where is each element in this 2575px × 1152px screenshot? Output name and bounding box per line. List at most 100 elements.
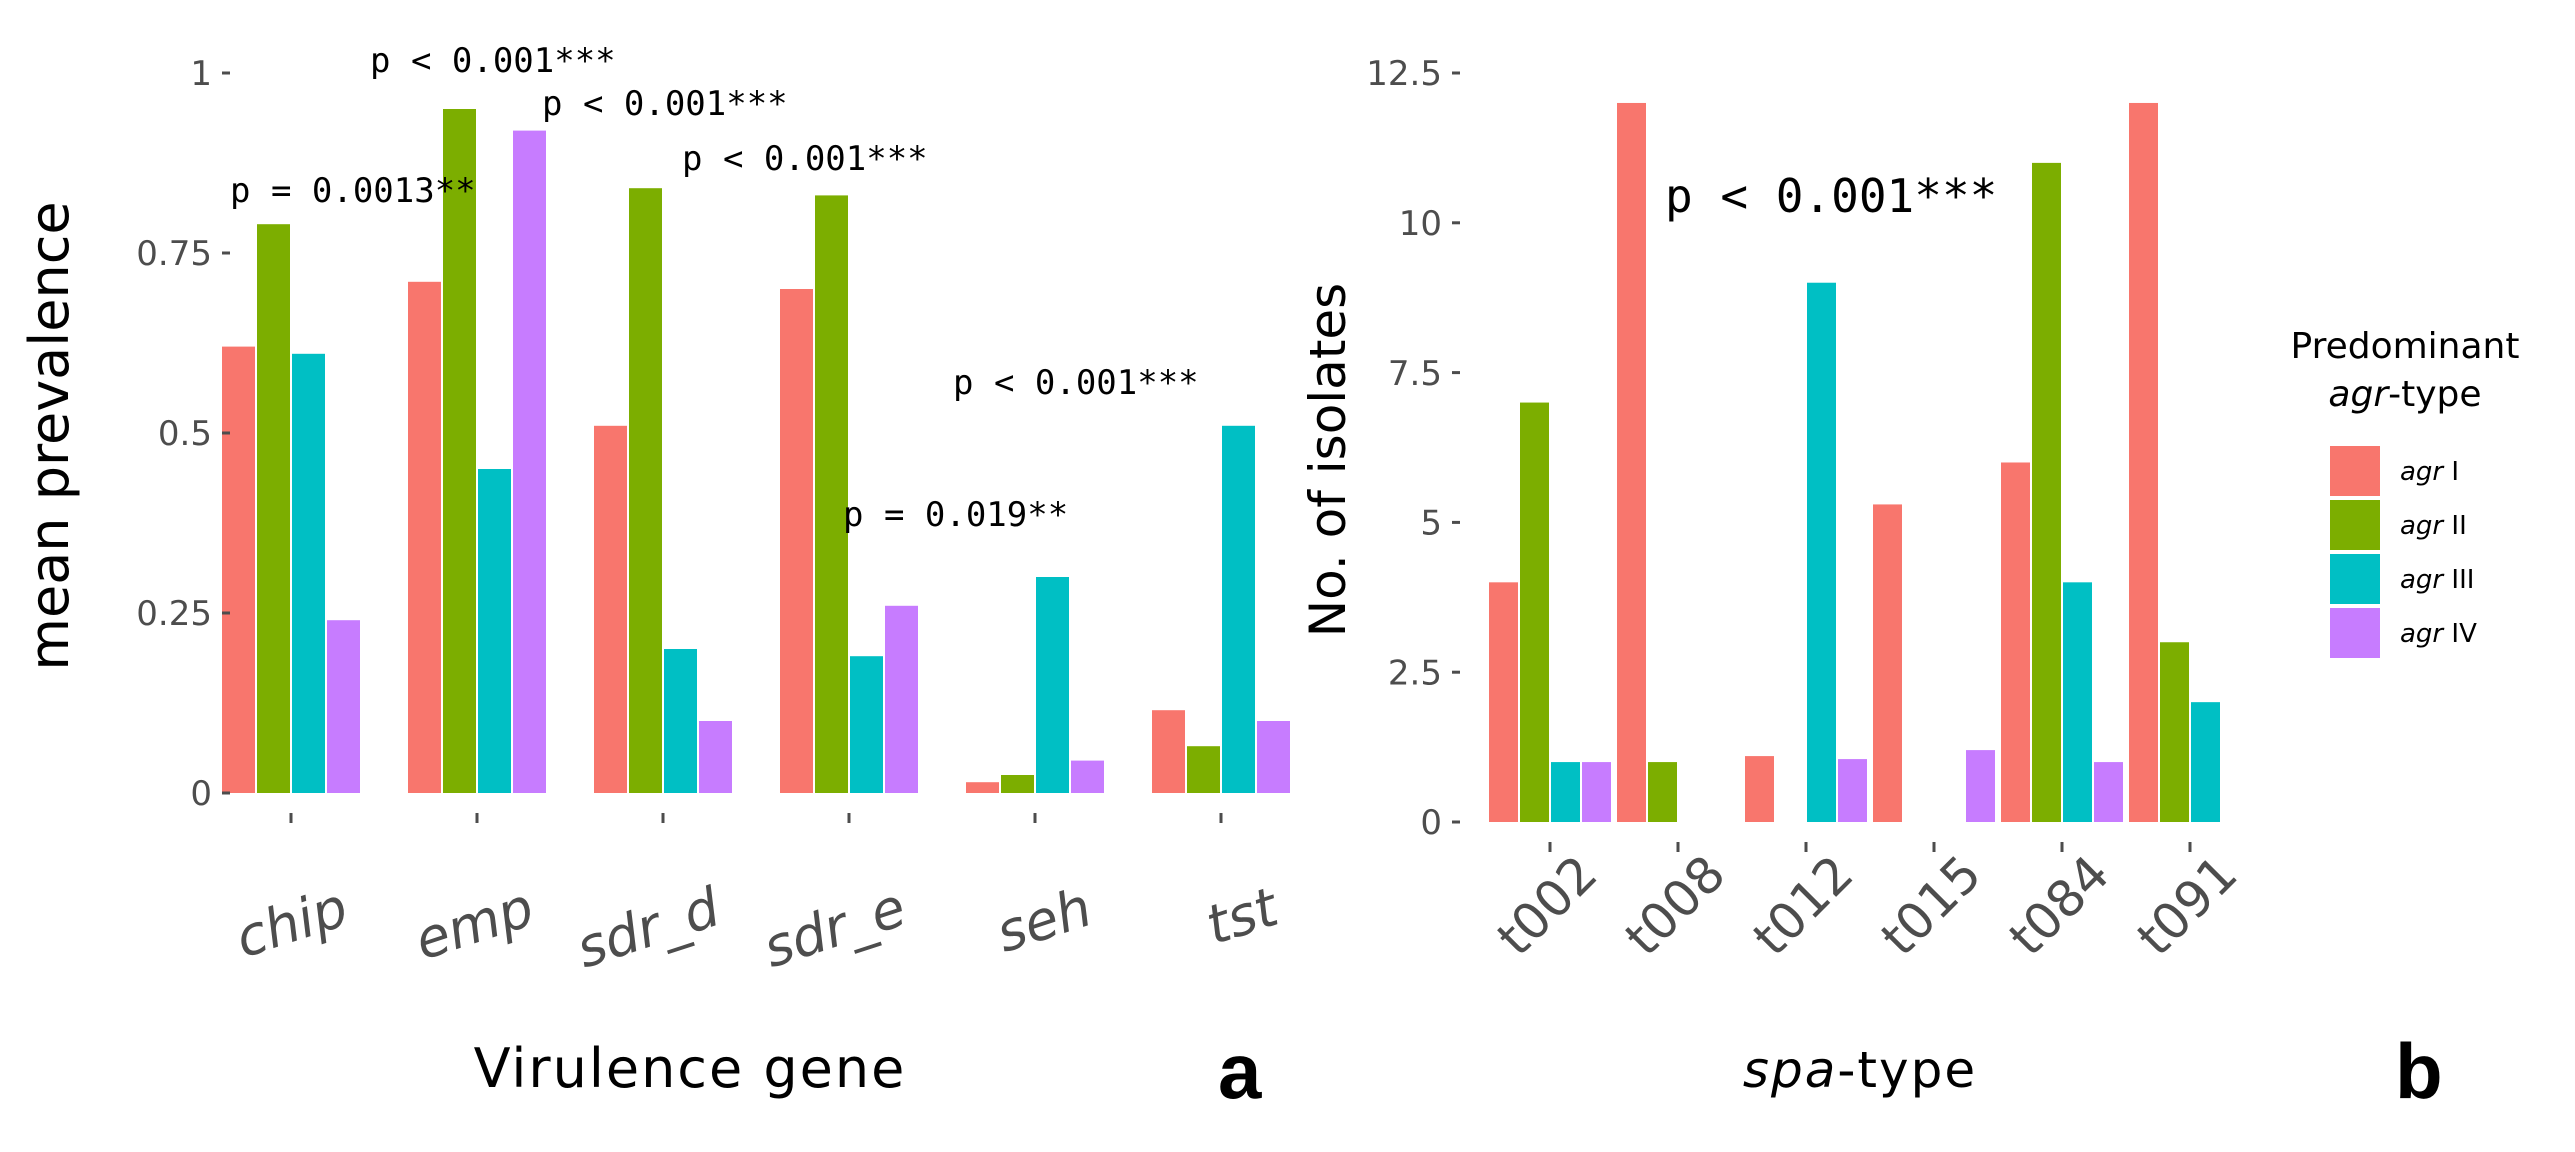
panel-a-bar-tst-agr-IV <box>1257 721 1290 793</box>
panel-a-x-tick-label: sdr_e <box>756 875 913 980</box>
panel-a-bar-seh-agr-II <box>1001 775 1034 793</box>
panel-a-x-title: Virulence gene <box>474 1037 907 1100</box>
panel-b-y-tick-label: 7.5 <box>1388 354 1442 394</box>
panel-a-x-axis: chip emp sdr_d sdr_e seh tst <box>228 813 1287 980</box>
legend-label-III: agr III <box>2400 565 2474 595</box>
panel-b-bar-t084-agr-I <box>2001 462 2030 822</box>
panel-b-x-tick-label: t015 <box>1870 844 1992 966</box>
panel-b-bar-t084-agr-IV <box>2094 762 2123 822</box>
panel-a-bar-sdr_e-agr-I <box>780 289 813 793</box>
panel-a-y-tick-label: 0.25 <box>136 594 212 634</box>
panel-a-bar-chip-agr-II <box>257 224 290 793</box>
panel-b-bar-t002-agr-IV <box>1582 762 1611 822</box>
legend-title-italic: agr <box>2328 374 2390 415</box>
panel-a-bar-tst-agr-I <box>1152 710 1185 793</box>
panel-b-x-title: spa-type <box>1743 1041 1977 1099</box>
panel-a-x-tick-label: seh <box>989 875 1099 964</box>
panel-a-y-tick-label: 0 <box>190 774 212 814</box>
panel-a-x-tick-label: emp <box>407 875 541 972</box>
panel-b-x-tick-label: t012 <box>1742 844 1864 966</box>
panel-a-bar-sdr_e-agr-III <box>850 656 883 793</box>
panel-a-bar-tst-agr-II <box>1187 746 1220 793</box>
panel-a-bar-seh-agr-III <box>1036 577 1069 793</box>
panel-b-bar-t091-agr-I <box>2129 102 2158 822</box>
panel-b-letter: b <box>2395 1027 2443 1115</box>
panel-a-annotation-seh: p = 0.019** <box>843 495 1068 535</box>
panel-b-bar-t002-agr-III <box>1551 762 1580 822</box>
panel-b-annotation: p < 0.001*** <box>1665 169 1997 223</box>
panel-a-bar-emp-agr-IV <box>513 130 546 794</box>
panel-a-y-tick-label: 0.75 <box>136 234 212 274</box>
panel-b-bar-t008-agr-I <box>1617 102 1646 822</box>
panel-a-y-title: mean prevalence <box>18 201 81 670</box>
panel-b-bars <box>1489 102 2220 823</box>
panel-b-bar-t012-agr-I <box>1745 756 1774 822</box>
panel-b-y-tick-label: 5 <box>1420 504 1442 544</box>
panel-a-bar-seh-agr-IV <box>1071 760 1104 793</box>
panel-b-bar-t084-agr-III <box>2063 582 2092 822</box>
panel-a-bar-sdr_d-agr-I <box>594 425 627 793</box>
panel-a-annotations: p = 0.0013**p < 0.001***p < 0.001***p < … <box>230 41 1199 535</box>
legend-label-II: agr II <box>2400 511 2467 541</box>
panel-b-y-axis: 0 2.5 5 7.5 10 12.5 <box>1366 54 1460 843</box>
panel-a-bar-chip-agr-III <box>292 353 325 793</box>
panel-b-x-tick-label: t008 <box>1614 844 1736 966</box>
legend-items: agr I agr II agr III agr IV <box>2330 446 2477 658</box>
legend-swatch-I <box>2330 446 2380 496</box>
panel-a-bar-sdr_e-agr-II <box>815 195 848 793</box>
panel-a-annotation-tst: p < 0.001*** <box>953 363 1199 403</box>
panel-b-y-tick-label: 2.5 <box>1388 653 1442 693</box>
panel-a-annotation-emp: p < 0.001*** <box>370 41 616 81</box>
legend-swatch-IV <box>2330 608 2380 658</box>
panel-a-bar-tst-agr-III <box>1222 425 1255 793</box>
panel-b-x-axis: t002 t008 t012 t015 t084 t091 <box>1486 842 2248 967</box>
panel-b-bar-t012-agr-IV <box>1838 759 1867 822</box>
panel-a-bar-seh-agr-I <box>966 782 999 793</box>
legend-swatch-III <box>2330 554 2380 604</box>
panel-b-bar-t008-agr-II <box>1648 762 1677 822</box>
panel-a-annotation-sdr_e: p < 0.001*** <box>682 139 928 179</box>
panel-a-x-tick-label: chip <box>228 875 355 970</box>
panel-a-bars <box>222 109 1290 794</box>
legend-label-I: agr I <box>2400 457 2459 487</box>
legend-title-rest: -type <box>2388 374 2481 415</box>
panel-a-bar-emp-agr-II <box>443 109 476 793</box>
panel-a-y-axis: 0 0.25 0.5 0.75 1 <box>136 54 230 814</box>
panel-a-bar-sdr_d-agr-II <box>629 188 662 793</box>
legend-label-IV: agr IV <box>2400 619 2477 649</box>
panel-a-bar-chip-agr-I <box>222 346 255 793</box>
panel-a-annotation-chip: p = 0.0013** <box>230 171 476 211</box>
panel-b-x-tick-label: t084 <box>1998 844 2120 966</box>
panel-b-y-tick-label: 12.5 <box>1366 54 1442 94</box>
panel-a-x-tick-label: sdr_d <box>569 875 728 980</box>
panel-b-x-title-rest: -type <box>1837 1041 1977 1099</box>
panel-a-bar-sdr_e-agr-IV <box>885 605 918 793</box>
panel-b-x-tick-label: t002 <box>1486 844 1608 966</box>
panel-a-y-tick-label: 1 <box>190 54 212 94</box>
panel-a-letter: a <box>1218 1027 1262 1115</box>
legend-swatch-II <box>2330 500 2380 550</box>
panel-a-bar-chip-agr-IV <box>327 620 360 793</box>
panel-b-y-tick-label: 10 <box>1399 204 1442 244</box>
panel-a-chart: 0 0.25 0.5 0.75 1 chip emp sdr_d sdr_e seh tst p … <box>18 41 1290 1115</box>
panel-b-bar-t015-agr-IV <box>1966 750 1995 822</box>
panel-b-bar-t091-agr-II <box>2160 642 2189 822</box>
legend-title-line1: Predominant <box>2291 326 2520 367</box>
panel-a-bar-emp-agr-III <box>478 469 511 793</box>
panel-a-bar-sdr_d-agr-III <box>664 649 697 793</box>
panel-b-bar-t015-agr-I <box>1873 504 1902 822</box>
panel-a-x-tick-label: tst <box>1199 875 1287 957</box>
panel-a-annotation-sdr_d: p < 0.001*** <box>542 84 788 124</box>
panel-b-x-title-italic: spa <box>1743 1041 1837 1099</box>
panel-a-y-tick-label: 0.5 <box>158 414 212 454</box>
panel-b-bar-t002-agr-II <box>1520 402 1549 822</box>
panel-a-bar-sdr_d-agr-IV <box>699 721 732 793</box>
panel-b-bar-t002-agr-I <box>1489 582 1518 822</box>
panel-b-bar-t084-agr-II <box>2032 162 2061 822</box>
panel-b-bar-t091-agr-III <box>2191 702 2220 822</box>
legend-title-line2: agr-type <box>2328 374 2481 415</box>
panel-a-bar-emp-agr-I <box>408 281 441 793</box>
